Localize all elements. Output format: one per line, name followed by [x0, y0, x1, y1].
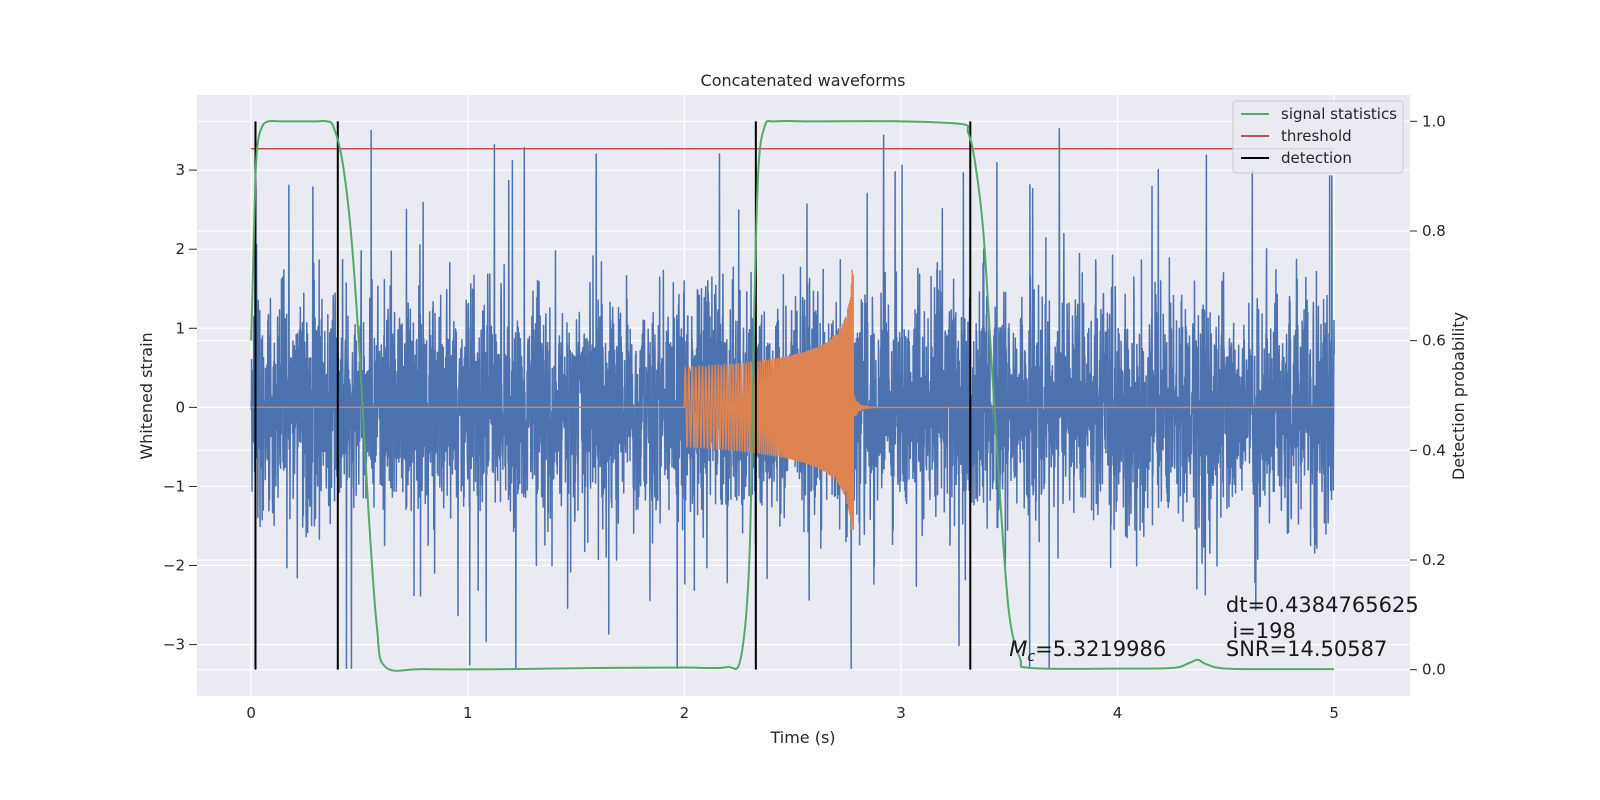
annotation-symbol: M [1009, 637, 1027, 661]
y-tick-label: 2 [175, 240, 185, 258]
injected-waveform-line [251, 269, 1335, 530]
annotation-text: i=198 [1232, 619, 1296, 643]
legend-label: signal statistics [1281, 105, 1397, 123]
x-tick-label: 4 [1113, 704, 1123, 722]
x-tick-label: 3 [896, 704, 906, 722]
ticks-layer: 0 1 2 3 4 5 −3 −2 −1 0 1 2 3 0.0 0.2 0.4 0.6 0.8 1.0 [163, 112, 1446, 722]
series-layer [250, 119, 1335, 672]
y-tick-label: 1 [175, 319, 185, 337]
chart-title: Concatenated waveforms [701, 71, 906, 90]
legend-label: detection [1281, 149, 1352, 167]
legend-label: threshold [1281, 127, 1352, 145]
annotation-text: SNR=14.50587 [1226, 637, 1387, 661]
annotation-text: Mc=5.3219986 [1009, 637, 1166, 665]
x-tick-label: 0 [246, 704, 256, 722]
y-tick-label: −1 [163, 477, 185, 495]
x-tick-label: 1 [463, 704, 473, 722]
y-axis-title: Whitened strain [137, 332, 156, 459]
signal-statistics-line [250, 119, 1335, 672]
y-tick-label: −2 [163, 557, 185, 575]
legend: signal statistics threshold detection [1232, 100, 1404, 174]
y-tick-label: −3 [163, 636, 185, 654]
y2-axis-title: Detection probability [1449, 312, 1468, 480]
y2-tick-label: 0.0 [1422, 661, 1446, 679]
x-tick-label: 5 [1329, 704, 1339, 722]
annotation-subscript: c [1027, 649, 1035, 665]
legend-box [1232, 100, 1404, 174]
y2-tick-label: 1.0 [1422, 112, 1446, 130]
x-axis-title: Time (s) [769, 728, 835, 747]
y-tick-label: 3 [175, 161, 185, 179]
x-tick-label: 2 [680, 704, 690, 722]
annotation-value: =5.3219986 [1035, 637, 1166, 661]
y2-tick-label: 0.2 [1422, 551, 1446, 569]
annotation-text: dt=0.4384765625 [1226, 593, 1419, 617]
y2-tick-label: 0.8 [1422, 222, 1446, 240]
y2-tick-label: 0.6 [1422, 332, 1446, 350]
y2-tick-label: 0.4 [1422, 441, 1446, 459]
y-tick-label: 0 [175, 398, 185, 416]
